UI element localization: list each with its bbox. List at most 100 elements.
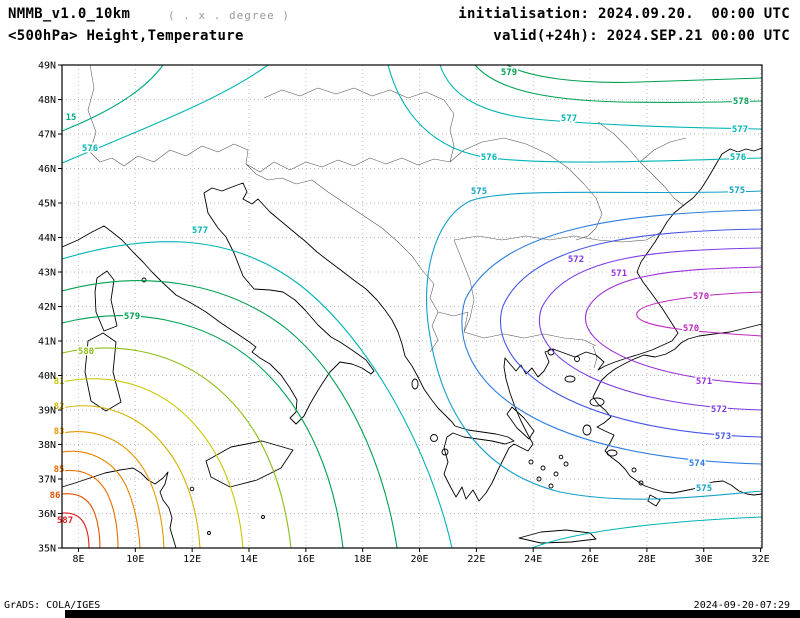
island [261, 515, 265, 519]
y-tick-label: 36N [38, 509, 56, 520]
geography-layer [61, 64, 763, 549]
contour-line-578 [61, 280, 398, 549]
island [558, 454, 564, 460]
contour-line-585 [61, 469, 119, 549]
island [207, 531, 211, 535]
x-tick-label: 32E [752, 554, 770, 565]
grid-layer [62, 65, 762, 548]
island [441, 448, 449, 456]
coastline-europe [61, 147, 763, 502]
contour-line-578 [474, 64, 763, 103]
y-tick-label: 44N [38, 233, 56, 244]
contour-line-586 [61, 493, 101, 549]
contour-line-573 [500, 228, 763, 438]
coastline-anatolia [592, 323, 763, 496]
grid-resolution-note: ( . x . degree ) [168, 9, 290, 22]
initialisation-time: initialisation: 2024.09.20. 00:00 UTC [458, 6, 790, 22]
contour-label: 578 [733, 97, 749, 107]
x-tick-label: 24E [524, 554, 542, 565]
contour-label: 574 [689, 459, 706, 469]
contour-label: 570 [683, 324, 699, 334]
contour-line-576 [531, 516, 763, 549]
contour-line-577 [61, 241, 453, 549]
contour-label: 580 [78, 347, 94, 357]
contour-line-570 [636, 291, 763, 337]
contour-line-583 [61, 431, 165, 549]
contour-line-581 [61, 378, 244, 549]
x-tick-label: 18E [354, 554, 372, 565]
y-tick-label: 40N [38, 371, 56, 382]
contour-line-587 [61, 512, 90, 549]
axis-layer: 8E 10E 12E 14E 16E 18E 20E 22E 24E 26E 28E 30E 32E 49… [38, 61, 770, 566]
contour-label: 575 [729, 186, 745, 196]
island [574, 356, 580, 362]
contour-label: 579 [501, 68, 517, 78]
y-tick-label: 43N [38, 268, 56, 279]
field-title: <500hPa> Height,Temperature [8, 28, 244, 44]
y-tick-label: 48N [38, 95, 56, 106]
island [582, 424, 592, 436]
island [589, 397, 605, 407]
island [631, 467, 637, 473]
plot-frame [61, 64, 763, 549]
contour-label: 587 [57, 516, 73, 526]
contour-label: 86 [50, 491, 61, 501]
y-tick-label: 49N [38, 61, 56, 72]
contour-label: 577 [192, 226, 208, 236]
x-tick-label: 8E [72, 554, 84, 565]
y-tick-label: 37N [38, 475, 56, 486]
contour-line-572 [538, 247, 763, 411]
contour-label: 577 [561, 114, 577, 124]
contour-label: 570 [693, 292, 709, 302]
contour-label: 572 [568, 255, 584, 265]
island [638, 480, 644, 486]
contour-line-574 [461, 209, 763, 465]
x-tick-label: 26E [581, 554, 599, 565]
x-tick-label: 22E [467, 554, 485, 565]
island [553, 471, 559, 477]
country-borders [87, 64, 687, 369]
island [563, 461, 569, 467]
contour-line-571 [584, 266, 763, 385]
y-tick-label: 47N [38, 130, 56, 141]
contour-line-577 [439, 64, 763, 130]
contour-label: 576 [82, 144, 98, 154]
island [606, 449, 618, 457]
island [411, 378, 419, 390]
contour-label: 571 [696, 377, 712, 387]
contour-line-576 [61, 64, 269, 164]
valid-time: valid(+24h): 2024.SEP.21 00:00 UTC [493, 28, 790, 44]
contour-line-15 [61, 64, 164, 132]
y-tick-label: 38N [38, 440, 56, 451]
contour-line-584 [61, 450, 141, 549]
island [564, 375, 576, 383]
x-tick-label: 14E [240, 554, 258, 565]
island [540, 465, 546, 471]
contour-label: 573 [715, 432, 731, 442]
contour-label: 575 [471, 187, 487, 197]
contour-label: 15 [66, 113, 77, 123]
bottom-bar [65, 610, 800, 618]
y-tick-label: 41N [38, 337, 56, 348]
contour-label: 571 [611, 269, 627, 279]
contour-label: 576 [481, 153, 497, 163]
island [548, 483, 554, 489]
contour-label: 83 [54, 427, 65, 437]
contour-line-576 [387, 64, 763, 163]
island [189, 486, 195, 492]
y-tick-label: 46N [38, 164, 56, 175]
grads-credit: GrADS: COLA/IGES [4, 600, 101, 611]
y-tick-label: 35N [38, 544, 56, 555]
contour-label: 575 [696, 484, 712, 494]
x-tick-label: 10E [126, 554, 144, 565]
island [528, 459, 534, 465]
coastline-africa [61, 467, 177, 549]
contour-line-580 [61, 347, 292, 549]
model-name: NMMB_v1.0_10km [8, 6, 131, 22]
contour-label: 576 [730, 153, 746, 163]
x-tick-label: 28E [638, 554, 656, 565]
x-tick-label: 20E [411, 554, 429, 565]
x-tick-label: 12E [183, 554, 201, 565]
